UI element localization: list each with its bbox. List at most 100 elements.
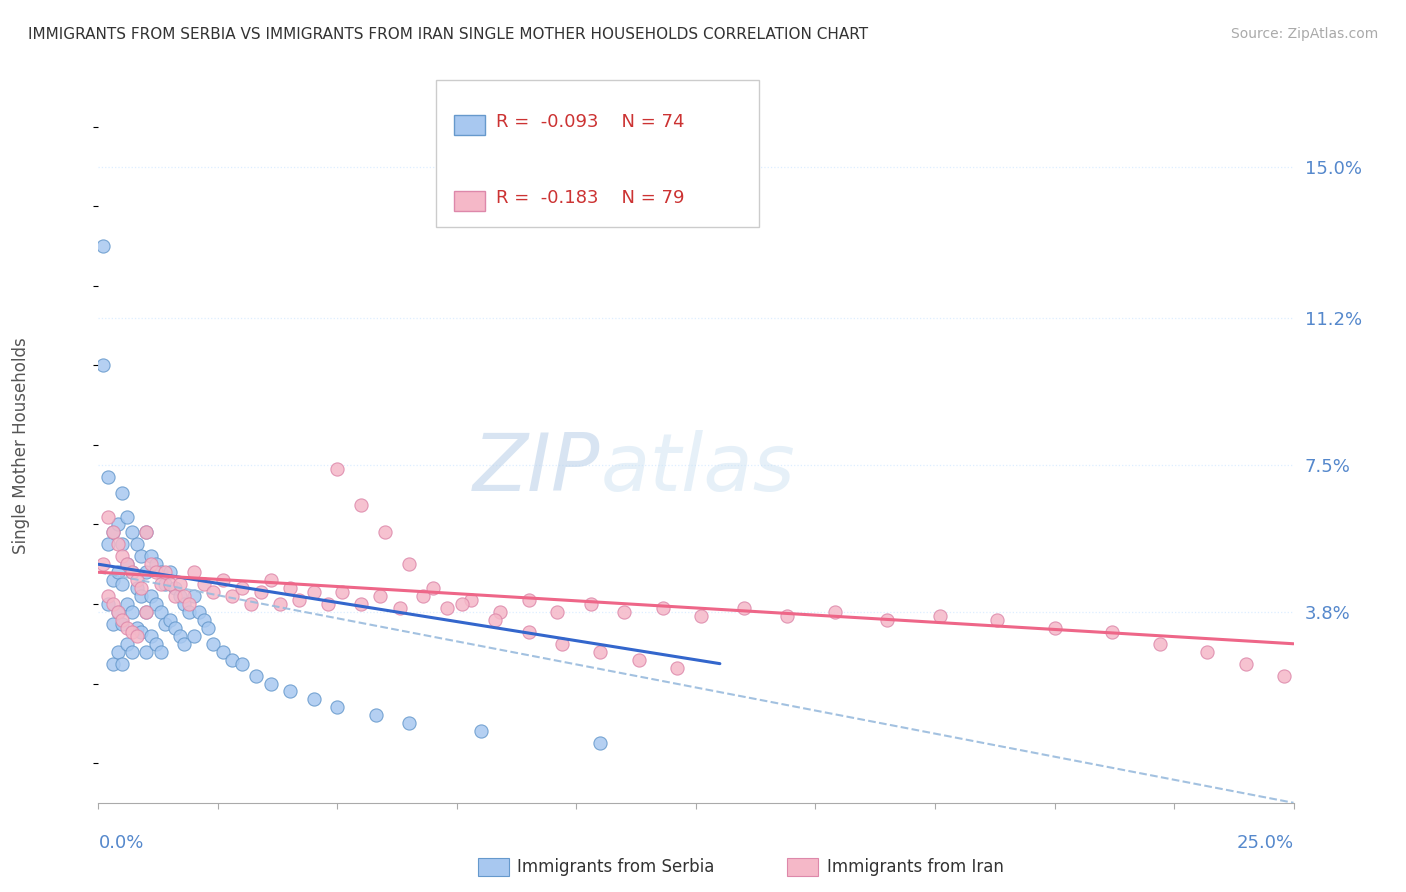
Point	[422, 581, 444, 595]
Point	[121, 645, 143, 659]
Point	[91, 558, 114, 572]
Point	[489, 605, 512, 619]
Point	[245, 668, 267, 682]
Point	[111, 577, 134, 591]
Point	[139, 558, 162, 572]
Point	[121, 605, 143, 619]
Point	[97, 509, 120, 524]
Point	[173, 637, 195, 651]
Point	[370, 589, 392, 603]
Point	[149, 565, 172, 579]
Point	[302, 692, 325, 706]
Point	[97, 470, 120, 484]
Text: Single Mother Households: Single Mother Households	[13, 338, 30, 554]
Point	[689, 609, 711, 624]
Point	[326, 462, 349, 476]
Point	[259, 573, 281, 587]
Point	[651, 601, 673, 615]
Point	[125, 573, 148, 587]
Text: 25.0%: 25.0%	[1236, 834, 1294, 852]
Point	[1197, 645, 1219, 659]
Point	[240, 597, 263, 611]
Point	[131, 581, 153, 595]
Point	[288, 593, 311, 607]
Point	[398, 716, 420, 731]
Text: R =  -0.093    N = 74: R = -0.093 N = 74	[496, 113, 685, 131]
Point	[316, 597, 339, 611]
Point	[115, 558, 138, 572]
Point	[412, 589, 434, 603]
Point	[107, 537, 129, 551]
Point	[163, 621, 186, 635]
Point	[149, 645, 172, 659]
Point	[149, 605, 172, 619]
Text: 0.0%: 0.0%	[98, 834, 143, 852]
Point	[121, 565, 143, 579]
Point	[231, 581, 253, 595]
Point	[155, 616, 177, 631]
Point	[221, 589, 243, 603]
Point	[111, 549, 134, 564]
Point	[613, 605, 636, 619]
Text: Source: ZipAtlas.com: Source: ZipAtlas.com	[1230, 27, 1378, 41]
Point	[183, 565, 205, 579]
Point	[115, 637, 138, 651]
Point	[101, 525, 124, 540]
Point	[139, 589, 162, 603]
Point	[101, 657, 124, 671]
Point	[145, 558, 167, 572]
Point	[97, 589, 120, 603]
Point	[986, 613, 1008, 627]
Point	[589, 645, 612, 659]
Point	[91, 239, 114, 253]
Point	[145, 637, 167, 651]
Point	[211, 645, 233, 659]
Text: Immigrants from Iran: Immigrants from Iran	[827, 858, 1004, 876]
Text: R =  -0.183    N = 79: R = -0.183 N = 79	[496, 189, 685, 207]
Point	[101, 573, 124, 587]
Point	[259, 676, 281, 690]
Point	[388, 601, 411, 615]
Point	[107, 605, 129, 619]
Point	[145, 597, 167, 611]
Point	[278, 684, 301, 698]
Point	[211, 573, 233, 587]
Point	[131, 624, 153, 639]
Point	[436, 601, 458, 615]
Point	[115, 597, 138, 611]
Point	[131, 589, 153, 603]
Point	[135, 605, 157, 619]
Text: Immigrants from Serbia: Immigrants from Serbia	[517, 858, 714, 876]
Point	[125, 629, 148, 643]
Point	[97, 537, 120, 551]
Point	[139, 549, 162, 564]
Point	[179, 605, 201, 619]
Point	[197, 621, 219, 635]
Point	[131, 549, 153, 564]
Point	[179, 597, 201, 611]
Point	[350, 597, 373, 611]
Point	[484, 613, 506, 627]
Point	[163, 581, 186, 595]
Text: IMMIGRANTS FROM SERBIA VS IMMIGRANTS FROM IRAN SINGLE MOTHER HOUSEHOLDS CORRELAT: IMMIGRANTS FROM SERBIA VS IMMIGRANTS FRO…	[28, 27, 869, 42]
Point	[221, 653, 243, 667]
Point	[135, 565, 157, 579]
Point	[139, 629, 162, 643]
Point	[546, 605, 568, 619]
Point	[97, 597, 120, 611]
Point	[135, 605, 157, 619]
Point	[776, 609, 799, 624]
Point	[517, 624, 540, 639]
Point	[125, 537, 148, 551]
Point	[155, 565, 177, 579]
Point	[1043, 621, 1066, 635]
Point	[187, 605, 209, 619]
Point	[173, 589, 195, 603]
Point	[169, 629, 191, 643]
Point	[824, 605, 846, 619]
Point	[551, 637, 574, 651]
Point	[101, 616, 124, 631]
Point	[91, 359, 114, 373]
Point	[111, 537, 134, 551]
Point	[111, 485, 134, 500]
